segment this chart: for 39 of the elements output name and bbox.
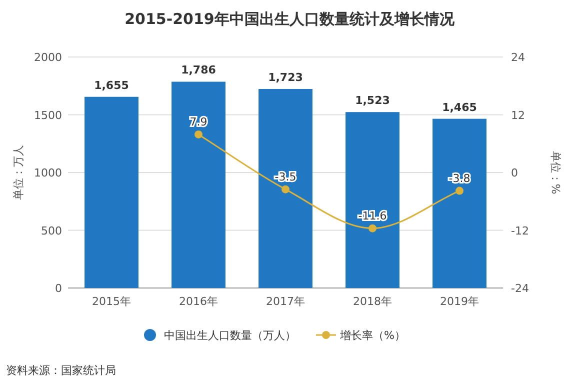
data-label: 1,465 [442,100,477,114]
x-tick-label: 2016年 [179,295,218,308]
text: 资料来源：国家统计局 [6,364,116,377]
point [368,224,376,232]
y2-axis-title: 单位：% [549,150,562,194]
data-label: 1,523 [355,94,390,108]
data-label: 1,655 [94,78,129,92]
data-label: 7.9 [190,115,208,128]
y-tick-label: 1000 [34,166,62,180]
y-tick-label: 2000 [34,51,62,64]
legend-label: 增长率（%） [339,329,406,342]
y-tick-label: 500 [41,224,62,238]
bar [432,118,486,288]
x-tick-label: 2019年 [440,295,479,308]
bar [172,82,226,288]
data-label: -3.8 [448,172,470,185]
y2-tick-label: -12 [511,224,529,238]
y2-tick-label: 24 [511,51,525,64]
y2-tick-label: 12 [511,108,525,122]
x-tick-label: 2017年 [266,295,305,308]
x-tick-label: 2018年 [353,295,392,308]
point [456,186,464,195]
chart-title: 2015-2019年中国出生人口数量统计及增长情况 [124,10,456,28]
y-tick-label: 0 [55,282,62,295]
y-tick-label: 1500 [34,108,62,122]
bar [346,112,400,288]
legend-label: 中国出生人口数量（万人） [164,329,296,342]
point [282,185,290,194]
x-tick-label: 2015年 [92,295,131,308]
bar [258,88,312,288]
data-label: 1,786 [181,64,216,77]
y-axis-title: 单位：万人 [12,145,25,200]
y2-tick-label: -24 [511,282,529,295]
data-label: -11.6 [358,209,387,222]
point [194,130,202,138]
bar [84,96,138,288]
y2-tick-label: 0 [511,166,518,180]
data-label: -3.5 [274,170,296,184]
data-label: 1,723 [268,70,303,84]
